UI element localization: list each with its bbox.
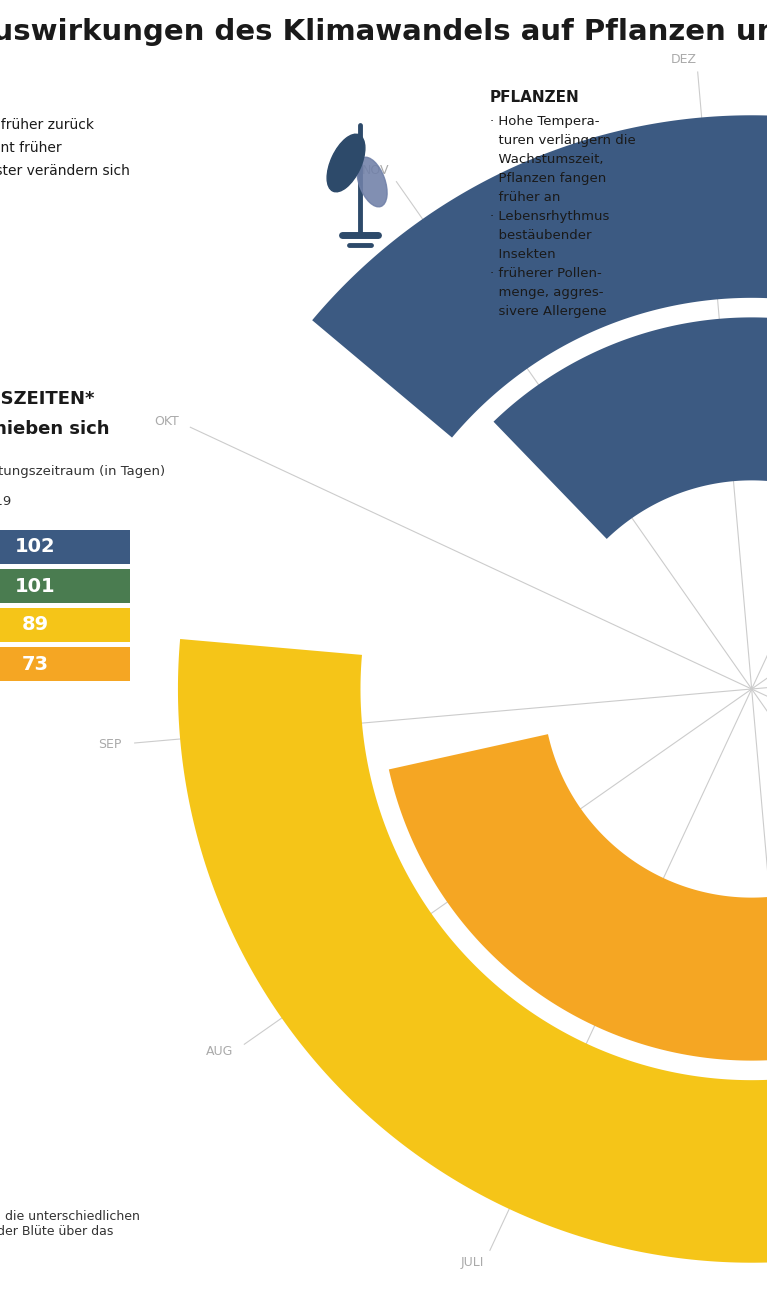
Bar (0, 608, 130, 642)
Text: bestäubender: bestäubender (490, 229, 591, 242)
Text: schreiben die unterschiedlichen
zen, von der Blüte über das
.: schreiben die unterschiedlichen zen, von… (0, 1210, 140, 1253)
Text: JAHRESZEITEN*: JAHRESZEITEN* (0, 390, 96, 408)
Text: DEZ: DEZ (670, 52, 696, 65)
Text: turen verlängern die: turen verlängern die (490, 134, 636, 147)
Text: Pflanzen fangen: Pflanzen fangen (490, 172, 606, 185)
Text: 73: 73 (21, 654, 48, 673)
Text: Wachstumszeit,: Wachstumszeit, (490, 153, 604, 166)
Text: Auswirkungen des Klimawandels auf Pflanzen und Tiere: Auswirkungen des Klimawandels auf Pflanz… (0, 18, 767, 46)
Polygon shape (178, 640, 767, 1262)
Bar (0, 647, 130, 681)
Text: · ensmuster verändern sich: · ensmuster verändern sich (0, 164, 130, 178)
Ellipse shape (327, 134, 365, 192)
Text: 89: 89 (21, 615, 48, 634)
Polygon shape (312, 116, 767, 438)
Text: menge, aggres-: menge, aggres- (490, 286, 604, 299)
Text: früher an: früher an (490, 191, 561, 204)
Text: · Hohe Tempera-: · Hohe Tempera- (490, 114, 600, 127)
Text: verschieben sich: verschieben sich (0, 420, 110, 438)
Text: sivere Allergene: sivere Allergene (490, 306, 607, 318)
Bar (0, 530, 130, 564)
Polygon shape (389, 734, 767, 1061)
Polygon shape (493, 317, 767, 540)
Text: JULI: JULI (461, 1256, 485, 1269)
Text: Beobachtungszeitraum (in Tagen): Beobachtungszeitraum (in Tagen) (0, 465, 165, 478)
Text: SEP: SEP (98, 737, 122, 750)
Bar (0, 569, 130, 603)
Text: PFLANZEN: PFLANZEN (490, 90, 580, 105)
Text: OKT: OKT (153, 415, 179, 428)
Text: 102: 102 (15, 537, 55, 556)
Text: 101: 101 (15, 576, 55, 595)
Text: · früherer Pollen-: · früherer Pollen- (490, 266, 602, 280)
Text: · Lebensrhythmus: · Lebensrhythmus (490, 211, 609, 224)
Text: NOV: NOV (361, 165, 389, 178)
Text: · e beginnt früher: · e beginnt früher (0, 140, 61, 155)
Text: AUG: AUG (206, 1045, 234, 1058)
Ellipse shape (357, 157, 387, 207)
Text: 1991-2019: 1991-2019 (0, 495, 12, 508)
Text: · kehren früher zurück: · kehren früher zurück (0, 118, 94, 133)
Text: Insekten: Insekten (490, 248, 555, 261)
